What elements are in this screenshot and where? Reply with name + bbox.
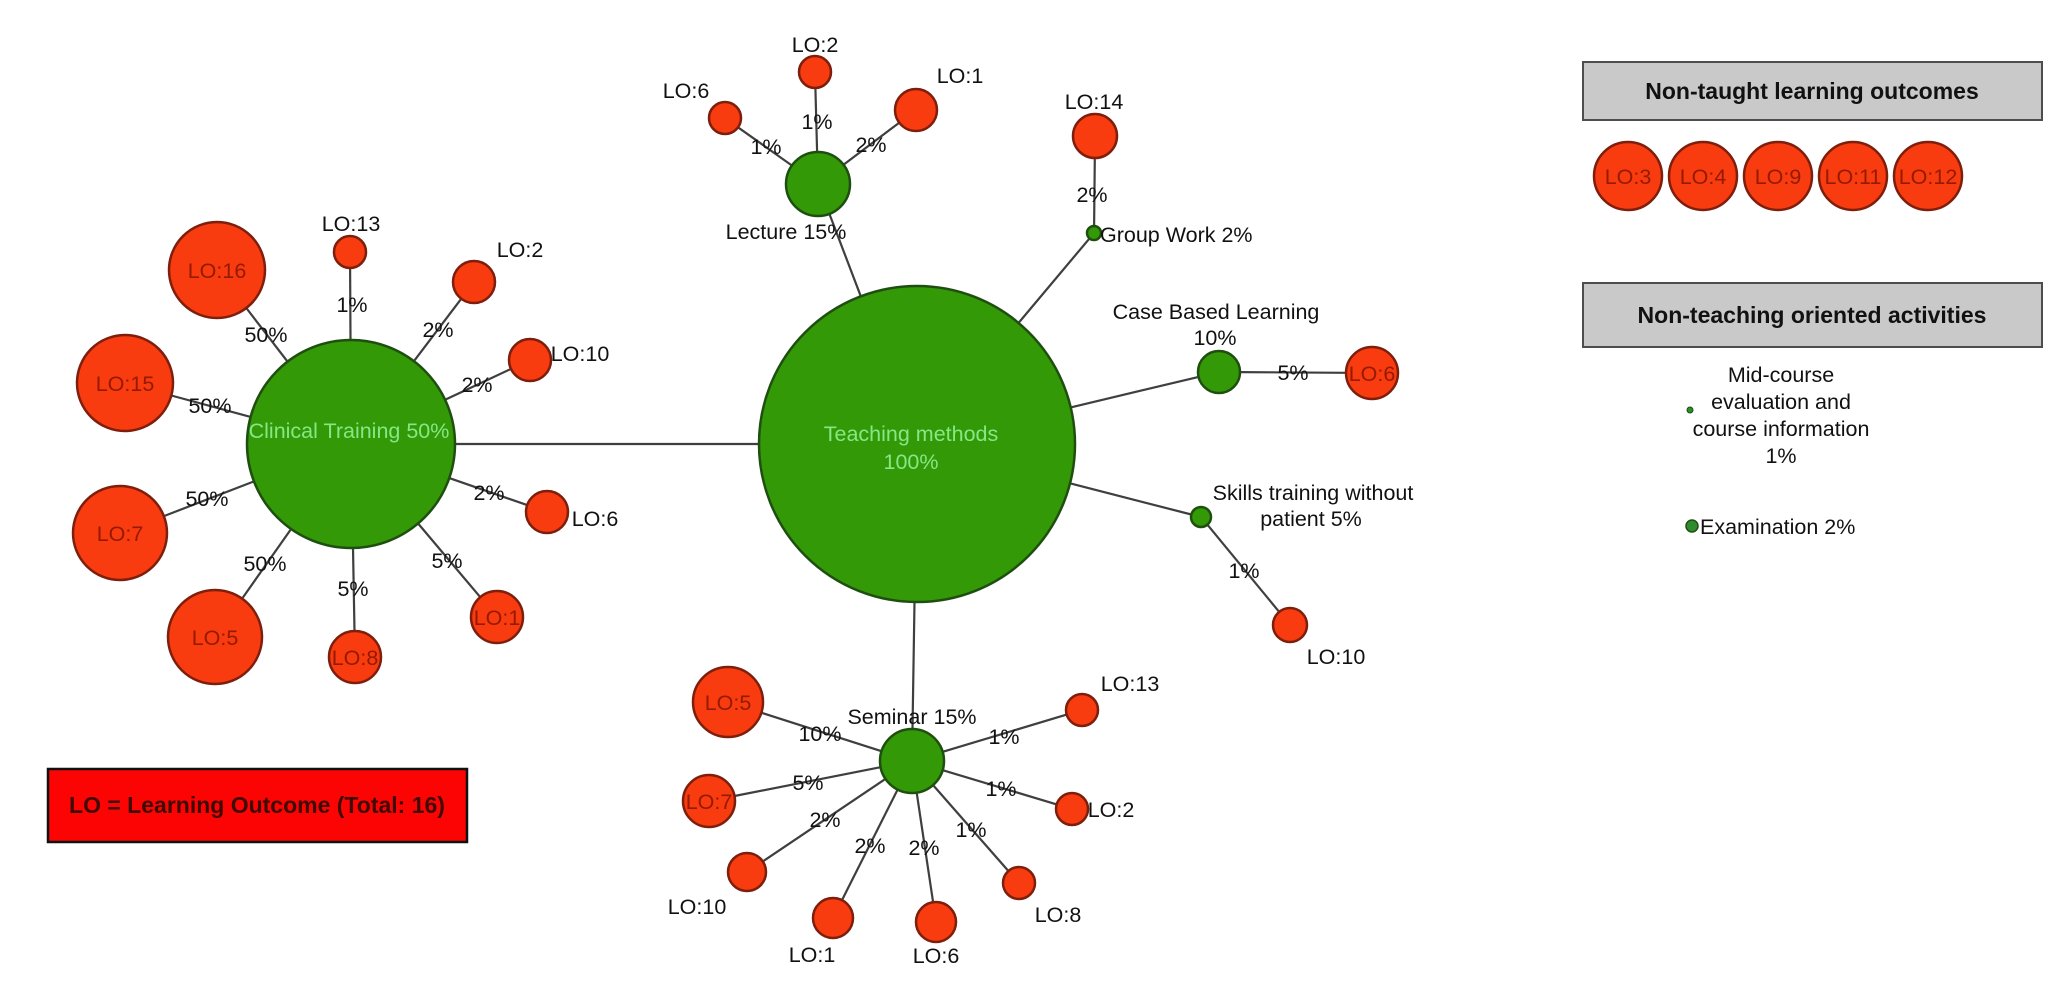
svg-text:2%: 2%: [855, 133, 886, 157]
svg-text:LO:6: LO:6: [1349, 362, 1396, 386]
svg-text:2%: 2%: [461, 373, 492, 397]
svg-text:1%: 1%: [988, 725, 1019, 749]
svg-text:LO:10: LO:10: [668, 895, 727, 919]
svg-text:2%: 2%: [422, 318, 453, 342]
svg-text:Case Based Learning: Case Based Learning: [1113, 300, 1320, 324]
svg-text:LO:11: LO:11: [1825, 165, 1882, 189]
svg-text:LO:1: LO:1: [789, 943, 836, 967]
svg-text:Examination 2%: Examination 2%: [1700, 515, 1855, 539]
svg-text:100%: 100%: [884, 450, 939, 474]
svg-text:10%: 10%: [798, 722, 841, 746]
svg-text:LO:8: LO:8: [1035, 903, 1082, 927]
svg-text:Seminar 15%: Seminar 15%: [847, 705, 976, 729]
svg-text:LO = Learning Outcome (Total:: LO = Learning Outcome (Total: 16): [69, 792, 445, 818]
svg-text:Non-taught learning outcomes: Non-taught learning outcomes: [1645, 78, 1979, 104]
svg-text:LO:15: LO:15: [96, 372, 155, 396]
svg-text:LO:8: LO:8: [332, 646, 379, 670]
svg-text:5%: 5%: [1277, 361, 1308, 385]
svg-text:1%: 1%: [750, 135, 781, 159]
svg-text:LO:4: LO:4: [1680, 165, 1727, 189]
svg-text:Lecture 15%: Lecture 15%: [726, 220, 847, 244]
svg-text:2%: 2%: [473, 481, 504, 505]
svg-text:Group Work 2%: Group Work 2%: [1100, 223, 1253, 247]
svg-text:Clinical Training 50%: Clinical Training 50%: [249, 419, 450, 443]
svg-text:LO:6: LO:6: [572, 507, 619, 531]
svg-text:LO:12: LO:12: [1899, 165, 1958, 189]
svg-text:Teaching methods: Teaching methods: [824, 422, 999, 446]
svg-text:1%: 1%: [955, 818, 986, 842]
svg-text:patient 5%: patient 5%: [1260, 507, 1362, 531]
svg-text:2%: 2%: [854, 834, 885, 858]
svg-text:LO:14: LO:14: [1065, 90, 1124, 114]
svg-text:Non-teaching oriented activiti: Non-teaching oriented activities: [1638, 302, 1987, 328]
svg-text:10%: 10%: [1193, 326, 1236, 350]
svg-text:LO:7: LO:7: [686, 790, 733, 814]
svg-text:Skills training without: Skills training without: [1213, 481, 1414, 505]
svg-text:1%: 1%: [985, 777, 1016, 801]
svg-text:5%: 5%: [431, 549, 462, 573]
svg-text:5%: 5%: [792, 771, 823, 795]
svg-text:LO:3: LO:3: [1605, 165, 1652, 189]
svg-text:LO:13: LO:13: [322, 212, 381, 236]
svg-text:LO:2: LO:2: [497, 238, 544, 262]
svg-text:LO:9: LO:9: [1755, 165, 1802, 189]
svg-text:LO:13: LO:13: [1101, 672, 1160, 696]
svg-text:1%: 1%: [1765, 444, 1796, 468]
svg-text:50%: 50%: [244, 323, 287, 347]
svg-text:1%: 1%: [1228, 559, 1259, 583]
svg-text:LO:2: LO:2: [1088, 798, 1135, 822]
svg-text:50%: 50%: [185, 487, 228, 511]
svg-text:LO:10: LO:10: [1307, 645, 1366, 669]
svg-text:LO:1: LO:1: [937, 64, 984, 88]
svg-text:evaluation and: evaluation and: [1711, 390, 1851, 414]
svg-text:50%: 50%: [243, 552, 286, 576]
svg-text:2%: 2%: [809, 808, 840, 832]
svg-text:5%: 5%: [337, 577, 368, 601]
svg-text:1%: 1%: [801, 110, 832, 134]
svg-text:LO:7: LO:7: [97, 522, 144, 546]
svg-text:Mid-course: Mid-course: [1728, 363, 1834, 387]
svg-text:LO:1: LO:1: [474, 606, 521, 630]
svg-text:LO:5: LO:5: [192, 626, 239, 650]
svg-text:1%: 1%: [336, 293, 367, 317]
svg-text:course information: course information: [1693, 417, 1870, 441]
svg-text:2%: 2%: [908, 836, 939, 860]
svg-text:LO:6: LO:6: [913, 944, 960, 968]
svg-text:50%: 50%: [188, 394, 231, 418]
svg-text:LO:6: LO:6: [663, 79, 710, 103]
svg-text:LO:5: LO:5: [705, 691, 752, 715]
svg-text:LO:2: LO:2: [792, 33, 839, 57]
svg-text:2%: 2%: [1076, 183, 1107, 207]
svg-text:LO:10: LO:10: [551, 342, 610, 366]
svg-text:LO:16: LO:16: [188, 259, 247, 283]
